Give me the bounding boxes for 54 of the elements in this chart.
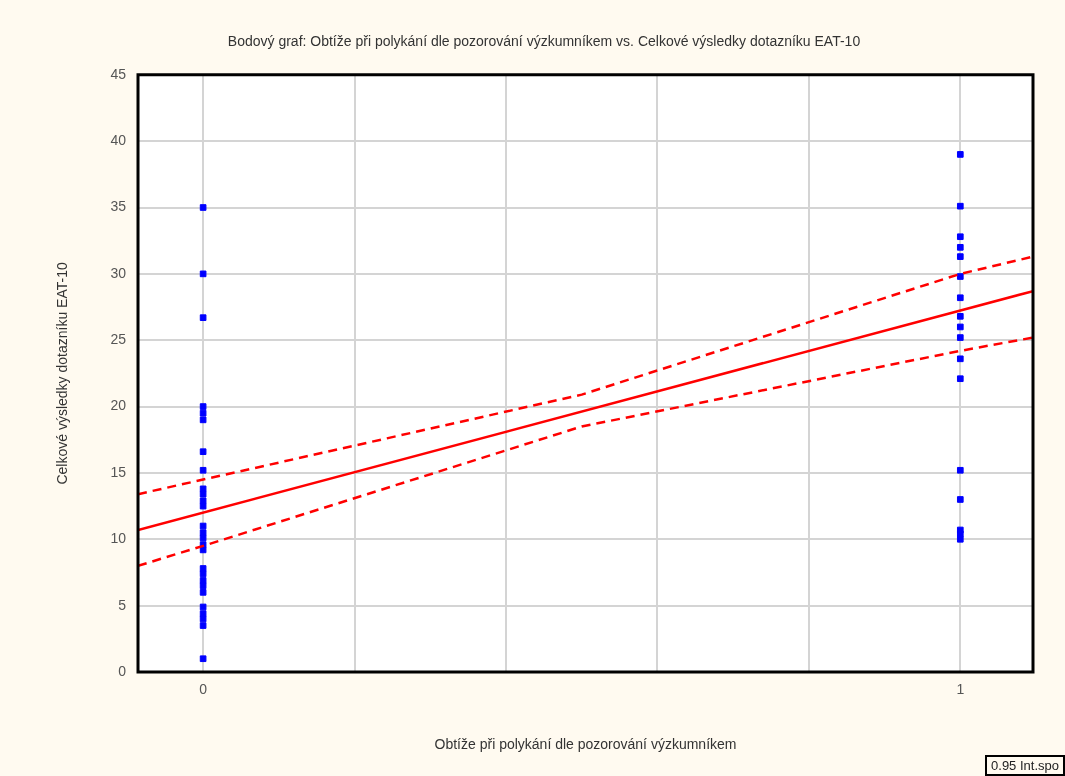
y-tick-label: 15 — [110, 463, 127, 480]
point — [199, 204, 207, 211]
point — [199, 582, 207, 590]
point — [199, 490, 207, 498]
y-tick-label: 0 — [118, 662, 127, 679]
point — [956, 334, 964, 341]
y-axis-title: Celkové výsledky dotazníku EAT-10 — [54, 262, 71, 485]
point — [199, 314, 207, 321]
point — [199, 522, 207, 530]
point — [956, 466, 964, 474]
point — [956, 294, 964, 302]
point — [956, 323, 964, 331]
point — [199, 622, 207, 629]
y-tick-label: 35 — [110, 198, 127, 215]
point — [199, 485, 207, 493]
point — [956, 375, 964, 383]
point — [956, 496, 964, 503]
y-tick-label: 40 — [110, 132, 127, 149]
point — [199, 466, 207, 474]
point — [956, 202, 964, 210]
x-axis-title: Obtíže při polykání dle pozorování výzkumníkem — [434, 736, 737, 753]
point — [956, 233, 964, 241]
point — [956, 244, 964, 251]
point — [199, 589, 207, 596]
point — [199, 615, 207, 623]
point — [956, 151, 964, 158]
point — [199, 403, 207, 410]
line-series — [138, 336, 1033, 568]
point — [956, 355, 964, 363]
line-series — [138, 255, 1033, 496]
x-tick-label: 1 — [956, 681, 965, 698]
point — [199, 502, 207, 510]
point — [199, 497, 207, 505]
y-tick-label: 10 — [110, 530, 127, 547]
point — [199, 603, 207, 611]
point — [956, 313, 964, 320]
point — [199, 655, 207, 663]
y-tick-label: 5 — [118, 596, 127, 613]
point — [199, 546, 207, 554]
y-tick-label: 20 — [110, 397, 127, 414]
chart-title: Bodový graf: Obtíže při polykání dle pozorování výzkumníkem vs. Celkové výsledky dotazníku EAT-10 — [227, 33, 861, 50]
point — [956, 253, 964, 260]
y-tick-label: 30 — [110, 264, 127, 281]
y-tick-label: 45 — [110, 65, 127, 82]
point — [199, 534, 207, 542]
text: 0.95 Int.spo — [985, 755, 1065, 776]
point — [956, 535, 964, 543]
point — [199, 409, 207, 417]
point — [199, 416, 207, 424]
y-tick-label: 25 — [110, 331, 127, 348]
point — [956, 273, 964, 280]
point — [199, 448, 207, 456]
point — [199, 570, 207, 578]
point — [199, 270, 207, 278]
